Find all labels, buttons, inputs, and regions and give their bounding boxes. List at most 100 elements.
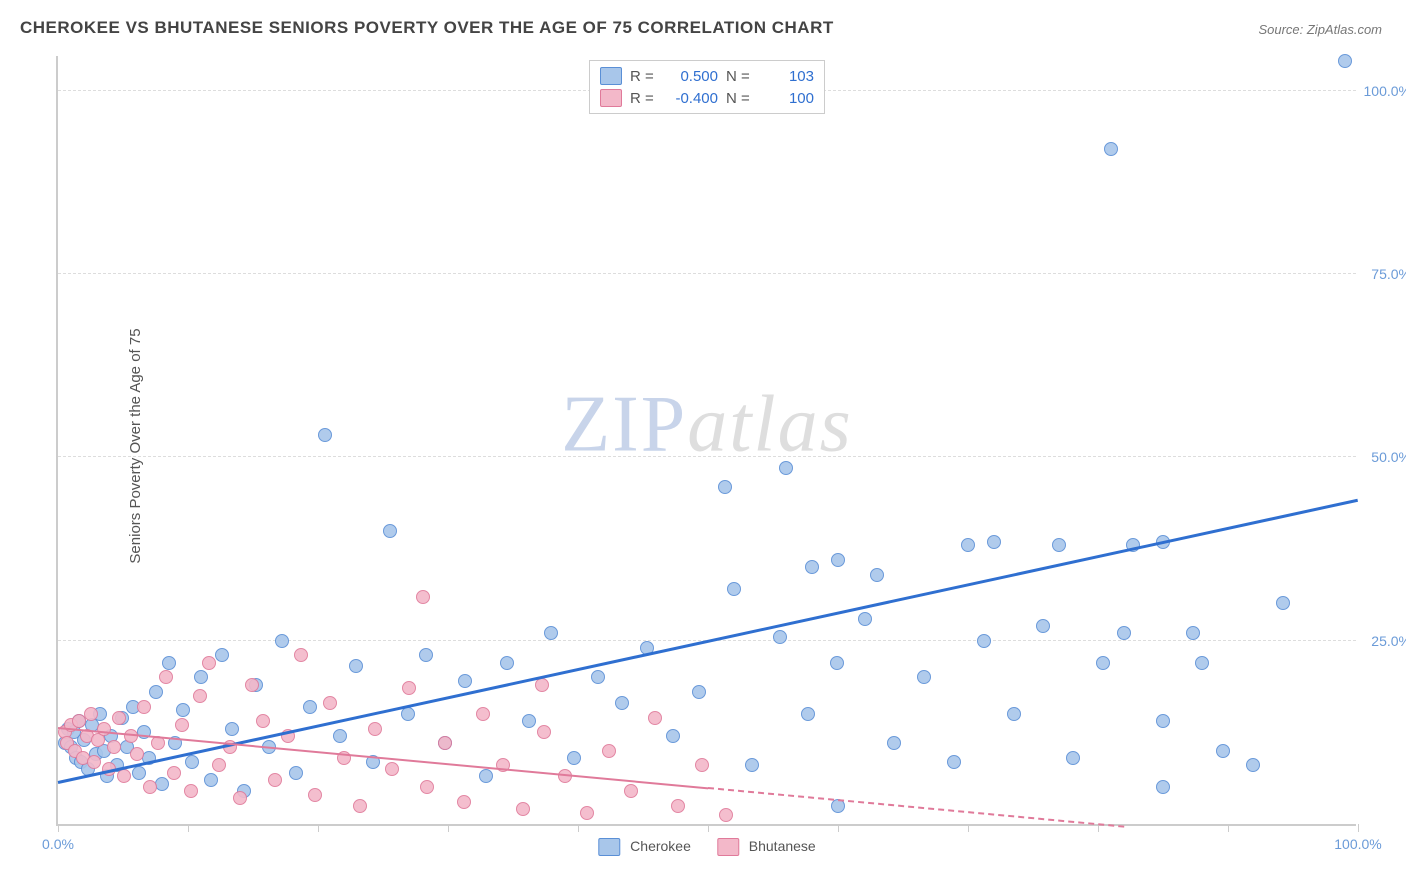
legend-r-value-bhutanese: -0.400 bbox=[666, 90, 718, 107]
data-point bbox=[333, 729, 347, 743]
chart-title: CHEROKEE VS BHUTANESE SENIORS POVERTY OV… bbox=[20, 18, 834, 38]
data-point bbox=[132, 766, 146, 780]
watermark-right: atlas bbox=[687, 380, 853, 468]
data-point bbox=[289, 766, 303, 780]
legend-item-bhutanese: Bhutanese bbox=[717, 838, 816, 856]
legend-n-value-bhutanese: 100 bbox=[762, 90, 814, 107]
data-point bbox=[185, 755, 199, 769]
legend-r-label: R = bbox=[630, 90, 658, 107]
data-point bbox=[1052, 538, 1066, 552]
data-point bbox=[801, 707, 815, 721]
y-tick-label: 75.0% bbox=[1361, 266, 1406, 282]
data-point bbox=[591, 670, 605, 684]
data-point bbox=[233, 791, 247, 805]
data-point bbox=[830, 656, 844, 670]
data-point bbox=[692, 685, 706, 699]
data-point bbox=[419, 648, 433, 662]
data-point bbox=[779, 461, 793, 475]
x-tick bbox=[838, 824, 839, 832]
data-point bbox=[107, 740, 121, 754]
x-tick bbox=[1358, 824, 1359, 832]
data-point bbox=[695, 758, 709, 772]
data-point bbox=[1096, 656, 1110, 670]
data-point bbox=[275, 634, 289, 648]
legend-swatch-bhutanese bbox=[600, 89, 622, 107]
data-point bbox=[727, 582, 741, 596]
legend-row-bhutanese: R = -0.400 N = 100 bbox=[600, 87, 814, 109]
y-tick-label: 50.0% bbox=[1361, 449, 1406, 465]
data-point bbox=[745, 758, 759, 772]
legend-swatch-cherokee bbox=[600, 67, 622, 85]
data-point bbox=[194, 670, 208, 684]
legend-label-bhutanese: Bhutanese bbox=[749, 838, 816, 854]
data-point bbox=[193, 689, 207, 703]
y-tick-label: 25.0% bbox=[1361, 633, 1406, 649]
data-point bbox=[870, 568, 884, 582]
data-point bbox=[385, 762, 399, 776]
data-point bbox=[1156, 714, 1170, 728]
data-point bbox=[143, 780, 157, 794]
legend-n-value-cherokee: 103 bbox=[762, 68, 814, 85]
data-point bbox=[256, 714, 270, 728]
data-point bbox=[368, 722, 382, 736]
data-point bbox=[516, 802, 530, 816]
data-point bbox=[624, 784, 638, 798]
data-point bbox=[773, 630, 787, 644]
data-point bbox=[917, 670, 931, 684]
data-point bbox=[416, 590, 430, 604]
data-point bbox=[1036, 619, 1050, 633]
data-point bbox=[303, 700, 317, 714]
legend-r-value-cherokee: 0.500 bbox=[666, 68, 718, 85]
data-point bbox=[666, 729, 680, 743]
data-point bbox=[167, 766, 181, 780]
data-point bbox=[458, 674, 472, 688]
data-point bbox=[805, 560, 819, 574]
data-point bbox=[294, 648, 308, 662]
x-tick bbox=[968, 824, 969, 832]
data-point bbox=[225, 722, 239, 736]
data-point bbox=[522, 714, 536, 728]
legend-label-cherokee: Cherokee bbox=[630, 838, 691, 854]
x-tick-label: 0.0% bbox=[42, 836, 74, 852]
data-point bbox=[1195, 656, 1209, 670]
data-point bbox=[349, 659, 363, 673]
data-point bbox=[87, 755, 101, 769]
data-point bbox=[544, 626, 558, 640]
data-point bbox=[1338, 54, 1352, 68]
x-tick bbox=[318, 824, 319, 832]
data-point bbox=[479, 769, 493, 783]
data-point bbox=[987, 535, 1001, 549]
data-point bbox=[457, 795, 471, 809]
data-point bbox=[308, 788, 322, 802]
data-point bbox=[149, 685, 163, 699]
data-point bbox=[1276, 596, 1290, 610]
data-point bbox=[580, 806, 594, 820]
data-point bbox=[212, 758, 226, 772]
data-point bbox=[671, 799, 685, 813]
data-point bbox=[1216, 744, 1230, 758]
data-point bbox=[1104, 142, 1118, 156]
gridline bbox=[58, 273, 1356, 274]
data-point bbox=[137, 700, 151, 714]
series-legend: Cherokee Bhutanese bbox=[598, 838, 815, 856]
data-point bbox=[383, 524, 397, 538]
data-point bbox=[130, 747, 144, 761]
data-point bbox=[176, 703, 190, 717]
legend-n-label: N = bbox=[726, 68, 754, 85]
legend-r-label: R = bbox=[630, 68, 658, 85]
data-point bbox=[1066, 751, 1080, 765]
data-point bbox=[567, 751, 581, 765]
data-point bbox=[977, 634, 991, 648]
legend-swatch-bhutanese bbox=[717, 838, 739, 856]
data-point bbox=[1117, 626, 1131, 640]
x-tick bbox=[58, 824, 59, 832]
data-point bbox=[718, 480, 732, 494]
x-tick bbox=[578, 824, 579, 832]
data-point bbox=[323, 696, 337, 710]
data-point bbox=[1246, 758, 1260, 772]
data-point bbox=[500, 656, 514, 670]
x-tick-label: 100.0% bbox=[1334, 836, 1381, 852]
data-point bbox=[202, 656, 216, 670]
data-point bbox=[887, 736, 901, 750]
data-point bbox=[961, 538, 975, 552]
